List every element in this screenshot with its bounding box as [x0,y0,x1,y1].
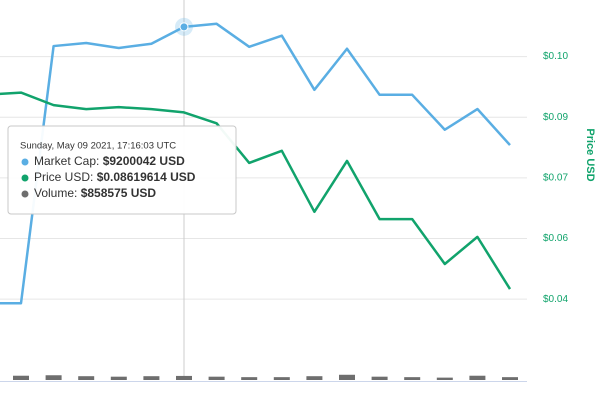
tooltip-label: Volume: [34,186,77,200]
volume-bar [502,377,518,380]
volume-bar [110,376,127,380]
tooltip-date: Sunday, May 09 2021, 17:16:03 UTC [20,141,176,152]
tooltip-value: $858575 USD [81,186,157,200]
y2-axis-title: Price USD [584,128,596,181]
volume-bar [13,375,29,380]
volume-bar [241,377,258,380]
volume-bar [371,376,388,380]
volume-bar [404,377,421,380]
tooltip-dot [21,190,29,198]
tooltip-dot [21,174,29,182]
volume-bar [306,376,323,380]
tooltip-box [7,125,237,215]
tooltip: Sunday, May 09 2021, 17:16:03 UTC Market… [7,125,237,215]
tooltip-row: Market Cap: $9200042 USD [34,154,185,168]
plot-area [0,0,527,382]
volume-bar [78,376,95,380]
tooltip-value: $0.08619614 USD [97,170,196,184]
volume-bar [339,374,355,380]
y2-tick-label: $0.06 [543,233,568,244]
y2-tick-label: $0.04 [543,294,568,305]
y2-tick-label: $0.07 [543,173,568,184]
series-line [0,22,511,305]
tooltip-dot [21,158,29,166]
tooltip-value: $9200042 USD [103,154,185,168]
volume-bar [208,376,225,380]
series-line [0,91,512,290]
volume-bar [273,377,290,380]
volume-bar [436,377,453,380]
volume-bar [176,375,192,380]
tooltip-row: Price USD: $0.08619614 USD [34,170,196,184]
y2-tick-label: $0.09 [543,112,568,123]
tooltip-label: Price USD: [34,170,93,184]
hover-point [179,22,189,32]
volume-bar [45,375,62,380]
tooltip-label: Market Cap: [34,154,99,168]
y2-tick-label: $0.10 [543,51,568,62]
tooltip-row: Volume: $858575 USD [34,186,156,200]
volume-bar [143,376,160,380]
volume-bar [469,375,486,380]
